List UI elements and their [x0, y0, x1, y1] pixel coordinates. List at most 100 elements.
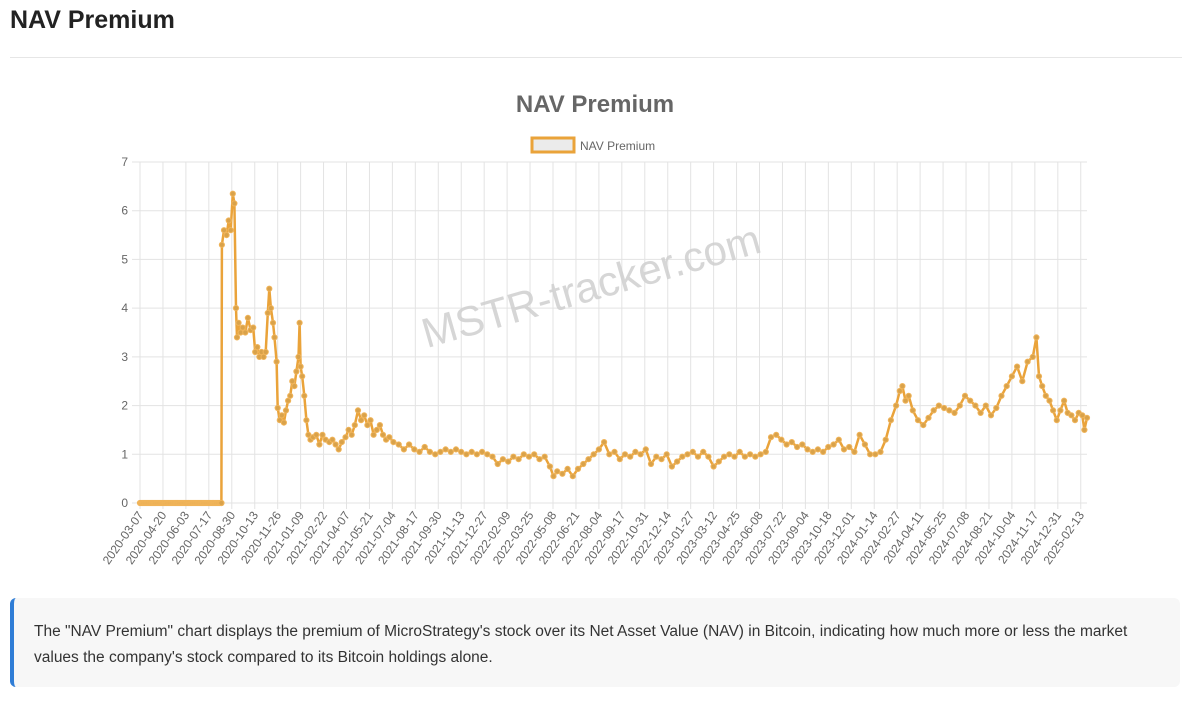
y-tick-label: 6	[121, 204, 128, 218]
data-point	[262, 348, 269, 356]
data-point	[473, 451, 480, 458]
data-point	[437, 448, 444, 455]
data-point	[1029, 353, 1036, 360]
data-point	[260, 353, 267, 360]
y-tick-label: 7	[121, 155, 128, 169]
data-point	[977, 409, 984, 416]
data-point	[406, 441, 413, 448]
data-point	[814, 446, 822, 453]
data-point	[280, 419, 287, 426]
data-point	[239, 324, 246, 331]
data-point	[233, 334, 241, 341]
data-point	[541, 453, 548, 460]
data-point	[705, 453, 712, 460]
data-point	[458, 448, 465, 455]
data-point	[218, 241, 225, 248]
data-point	[778, 436, 785, 443]
data-point	[367, 417, 374, 424]
data-point	[595, 446, 603, 453]
data-point	[361, 412, 368, 419]
data-point	[1079, 412, 1086, 419]
data-point	[499, 456, 506, 463]
data-point	[1008, 373, 1016, 380]
data-point	[809, 448, 816, 455]
data-point	[536, 456, 543, 463]
data-point	[830, 441, 837, 448]
data-point	[574, 465, 582, 472]
data-point	[546, 463, 554, 470]
nav-premium-chart: NAV Premium NAV Premium MSTR-tracker.com…	[100, 91, 1091, 567]
data-point	[223, 232, 230, 239]
data-point	[421, 443, 428, 451]
data-point	[867, 451, 874, 458]
data-point	[956, 402, 963, 409]
data-point	[1039, 383, 1046, 390]
data-point	[376, 422, 383, 429]
data-point	[715, 458, 722, 465]
data-point	[358, 417, 365, 424]
data-point	[825, 443, 832, 451]
data-point	[616, 456, 623, 463]
data-point	[1050, 407, 1057, 414]
data-point	[637, 451, 644, 458]
data-point	[877, 448, 884, 455]
data-point	[757, 451, 764, 458]
data-point	[313, 431, 320, 438]
data-point	[218, 499, 225, 507]
legend-swatch	[530, 136, 576, 154]
y-tick-label: 0	[121, 496, 128, 510]
data-point	[447, 448, 454, 455]
data-point	[747, 451, 754, 458]
data-point	[227, 227, 234, 234]
data-point	[411, 446, 418, 453]
data-point	[1068, 412, 1075, 419]
data-point	[254, 344, 261, 351]
data-point	[773, 431, 780, 438]
chart-description-text: The "NAV Premium" chart displays the pre…	[34, 623, 1128, 666]
data-point	[914, 417, 922, 424]
data-point	[271, 334, 278, 341]
chart-title: NAV Premium	[516, 91, 674, 118]
data-point	[1042, 392, 1049, 399]
data-point	[250, 324, 257, 331]
data-point	[767, 434, 775, 441]
data-point	[741, 453, 749, 460]
y-tick-label: 1	[121, 447, 128, 461]
data-point	[569, 473, 576, 480]
data-point	[452, 446, 460, 453]
data-point	[273, 358, 280, 365]
data-point	[804, 446, 811, 453]
data-point	[861, 441, 869, 448]
data-point	[296, 319, 303, 326]
data-point	[1046, 397, 1053, 404]
data-point	[489, 453, 496, 460]
data-point	[632, 448, 639, 455]
data-point	[370, 431, 377, 438]
data-point	[668, 463, 676, 470]
data-point	[494, 460, 501, 468]
data-point	[993, 404, 1000, 412]
data-point	[416, 448, 423, 455]
data-point	[925, 414, 932, 421]
data-point	[338, 439, 345, 446]
data-point	[851, 448, 858, 455]
data-point	[987, 412, 995, 419]
data-point	[799, 441, 806, 448]
data-point	[1033, 334, 1040, 341]
data-point	[554, 468, 561, 475]
data-point	[379, 431, 387, 438]
data-point	[479, 448, 486, 455]
data-point	[345, 426, 352, 433]
chart-legend[interactable]: NAV Premium	[530, 136, 655, 154]
data-point	[531, 451, 538, 458]
data-point	[961, 392, 969, 399]
data-point	[329, 436, 336, 443]
y-axis: 0 1 2 3 4 5 6 7	[121, 155, 128, 510]
data-point	[278, 412, 285, 419]
data-point	[301, 392, 308, 399]
data-point	[590, 451, 597, 458]
data-point	[896, 387, 903, 395]
data-point	[941, 404, 948, 412]
data-point	[1019, 378, 1026, 385]
data-point	[1061, 397, 1068, 404]
